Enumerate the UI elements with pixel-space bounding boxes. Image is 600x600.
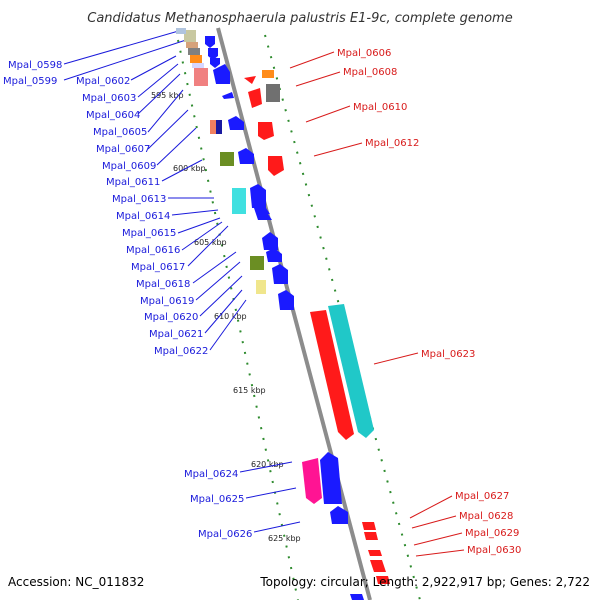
gene-label[interactable]: Mpal_0627	[455, 491, 509, 502]
gene-label[interactable]: Mpal_0607	[96, 144, 150, 155]
tick-label: 615 kbp	[233, 386, 266, 395]
tick-label: 610 kbp	[214, 312, 247, 321]
accession-text: Accession: NC_011832	[8, 575, 144, 589]
gene-arrow	[266, 248, 282, 262]
tick-label: 625 kbp	[268, 534, 301, 543]
gene-label[interactable]: Mpal_0602	[76, 76, 130, 87]
gene-glyphs	[176, 28, 390, 600]
gene-label[interactable]: Mpal_0625	[190, 494, 244, 505]
tick-label: 600 kbp	[173, 164, 206, 173]
inner-left-guide	[177, 39, 299, 600]
gene-label[interactable]: Mpal_0604	[86, 110, 140, 121]
gene-label[interactable]: Mpal_0614	[116, 211, 170, 222]
gene-arrow	[268, 156, 284, 176]
gene-block	[210, 120, 216, 134]
gene-label[interactable]: Mpal_0626	[198, 529, 252, 540]
gene-block	[186, 42, 198, 48]
gene-label[interactable]: Mpal_0612	[365, 138, 419, 149]
gene-label[interactable]: Mpal_0619	[140, 296, 194, 307]
gene-label[interactable]: Mpal_0610	[353, 102, 407, 113]
gene-arrow	[213, 64, 230, 84]
gene-label[interactable]: Mpal_0629	[465, 528, 519, 539]
left-leader-lines	[63, 29, 301, 533]
gene-block	[188, 48, 200, 55]
gene-arrow	[362, 522, 376, 530]
gene-label[interactable]: Mpal_0623	[421, 349, 475, 360]
gene-arrow	[350, 594, 364, 600]
right-gene-labels: Mpal_0606 Mpal_0608 Mpal_0610 Mpal_0612 …	[337, 48, 521, 556]
gene-label[interactable]: Mpal_0613	[112, 194, 166, 205]
gene-arrow	[262, 232, 278, 250]
gene-arrow	[254, 208, 270, 214]
gene-block	[192, 63, 204, 68]
left-gene-labels: Mpal_0598 Mpal_0599 Mpal_0602 Mpal_0603 …	[3, 60, 252, 540]
gene-arrow	[330, 506, 348, 524]
gene-arrow	[205, 36, 215, 48]
gene-label[interactable]: Mpal_0620	[144, 312, 198, 323]
gene-label[interactable]: Mpal_0611	[106, 177, 160, 188]
gene-arrow	[244, 76, 256, 84]
gene-block	[232, 188, 246, 214]
gene-arrow	[368, 550, 382, 556]
tick-label: 595 kbp	[151, 91, 184, 100]
gene-arrow	[208, 48, 218, 60]
gene-block	[266, 84, 280, 102]
gene-block	[184, 30, 196, 42]
gene-arrow	[210, 58, 220, 68]
right-leader-lines	[289, 51, 465, 557]
gene-block	[250, 256, 264, 270]
gene-arrow	[228, 116, 244, 130]
gene-label[interactable]: Mpal_0615	[122, 228, 176, 239]
gene-arrow	[278, 290, 294, 310]
gene-arrow	[320, 452, 342, 504]
gene-arrow	[272, 264, 288, 284]
gene-label[interactable]: Mpal_0608	[343, 67, 397, 78]
gene-block	[262, 70, 274, 78]
gene-block	[176, 28, 186, 34]
genome-summary-text: Topology: circular; Length: 2,922,917 bp…	[259, 575, 590, 589]
gene-arrow	[238, 148, 254, 164]
map-title: Candidatus Methanosphaerula palustris E1…	[87, 11, 512, 26]
tick-label: 620 kbp	[251, 460, 284, 469]
tick-label: 605 kbp	[194, 238, 227, 247]
gene-label[interactable]: Mpal_0599	[3, 76, 57, 87]
gene-block	[216, 120, 222, 134]
dotted-guides	[177, 34, 421, 600]
gene-arrow-large	[328, 304, 374, 438]
gene-label[interactable]: Mpal_0618	[136, 279, 190, 290]
gene-label[interactable]: Mpal_0622	[154, 346, 208, 357]
gene-label[interactable]: Mpal_0630	[467, 545, 521, 556]
gene-arrow	[250, 184, 266, 208]
gene-label[interactable]: Mpal_0617	[131, 262, 185, 273]
gene-arrow-large	[310, 310, 354, 440]
gene-arrow	[258, 122, 274, 140]
gene-label[interactable]: Mpal_0605	[93, 127, 147, 138]
gene-label[interactable]: Mpal_0616	[126, 245, 180, 256]
gene-block	[220, 152, 234, 166]
gene-label[interactable]: Mpal_0603	[82, 93, 136, 104]
gene-label[interactable]: Mpal_0624	[184, 469, 238, 480]
gene-arrow	[364, 532, 378, 540]
gene-arrow	[222, 92, 234, 99]
gene-block	[194, 68, 208, 86]
gene-arrow	[256, 214, 272, 220]
gene-arrow	[370, 560, 386, 572]
gene-arrow	[302, 458, 322, 504]
gene-label[interactable]: Mpal_0628	[459, 511, 513, 522]
gene-block	[256, 280, 266, 294]
gene-block	[190, 55, 202, 63]
scale-ticks: 595 kbp 600 kbp 605 kbp 610 kbp 615 kbp …	[151, 91, 301, 543]
gene-label[interactable]: Mpal_0606	[337, 48, 391, 59]
gene-label[interactable]: Mpal_0598	[8, 60, 62, 71]
gene-label[interactable]: Mpal_0609	[102, 161, 156, 172]
gene-label[interactable]: Mpal_0621	[149, 329, 203, 340]
gene-arrow	[376, 576, 390, 584]
gene-arrow	[248, 88, 262, 108]
